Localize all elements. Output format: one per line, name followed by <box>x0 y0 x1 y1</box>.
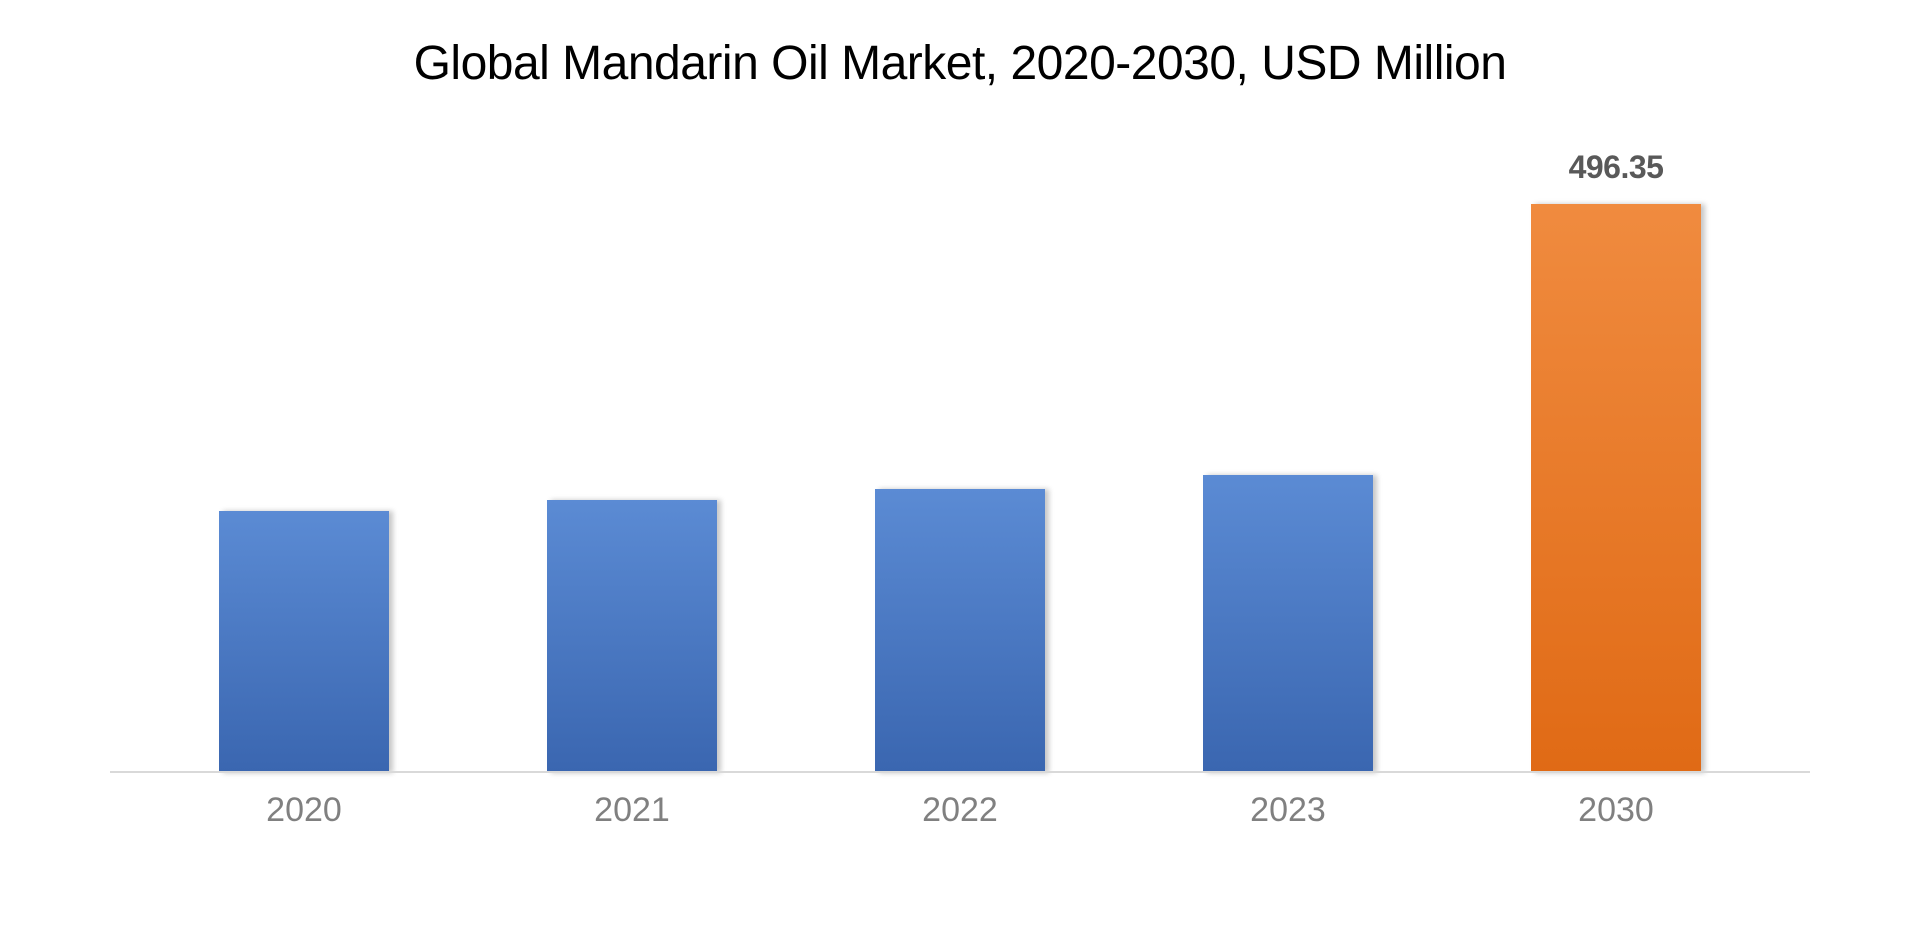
bar-2023 <box>1203 475 1373 773</box>
x-axis: 20202021202220232030 <box>100 791 1820 830</box>
bar-slot-2022 <box>796 143 1124 773</box>
x-tick-2023: 2023 <box>1124 791 1452 830</box>
bar-2030 <box>1531 204 1701 773</box>
chart-title: Global Mandarin Oil Market, 2020-2030, U… <box>414 35 1507 93</box>
x-tick-2030: 2030 <box>1452 791 1780 830</box>
x-tick-2021: 2021 <box>468 791 796 830</box>
bar-value-label: 496.35 <box>1569 149 1664 186</box>
bar-slot-2023 <box>1124 143 1452 773</box>
baseline <box>110 771 1810 773</box>
market-chart: Global Mandarin Oil Market, 2020-2030, U… <box>0 0 1920 943</box>
x-tick-2020: 2020 <box>140 791 468 830</box>
bar-slot-2020 <box>140 143 468 773</box>
bar-slot-2030: 496.35 <box>1452 143 1780 773</box>
bar-slot-2021 <box>468 143 796 773</box>
bars-wrapper: 496.35 <box>140 143 1780 773</box>
bar-2022 <box>875 489 1045 773</box>
bar-2021 <box>547 500 717 773</box>
bar-2020 <box>219 511 389 772</box>
plot-area: 496.35 <box>100 143 1820 773</box>
x-tick-2022: 2022 <box>796 791 1124 830</box>
